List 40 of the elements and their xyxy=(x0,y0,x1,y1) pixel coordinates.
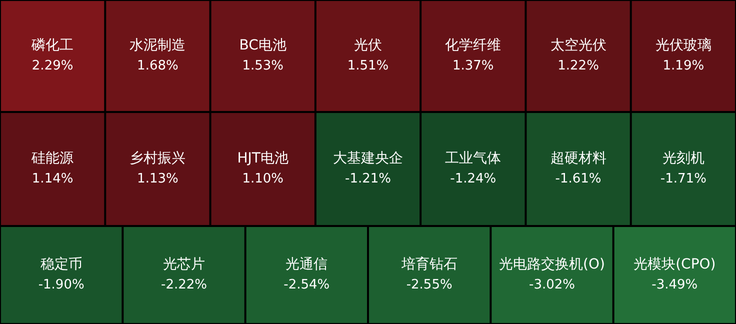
category-label: 稳定币 xyxy=(40,256,82,273)
data-label: 1.51% xyxy=(347,58,389,74)
data-label: 1.22% xyxy=(558,58,599,74)
data-label: -3.49% xyxy=(652,277,698,292)
category-label: HJT电池 xyxy=(237,150,288,167)
data-label: -3.02% xyxy=(529,277,575,292)
category-label: 大基建央企 xyxy=(333,150,403,167)
category-label: 光刻机 xyxy=(662,150,704,167)
category-label: 硅能源 xyxy=(30,150,74,167)
data-label: -1.24% xyxy=(450,171,496,186)
data-label: 1.13% xyxy=(137,171,178,186)
category-label: 乡村振兴 xyxy=(130,150,186,167)
category-label: 光芯片 xyxy=(163,256,205,273)
data-label: 1.10% xyxy=(242,171,284,186)
data-label: -2.55% xyxy=(406,277,452,292)
category-label: 光伏 xyxy=(354,38,382,54)
data-label: 1.19% xyxy=(662,58,704,74)
data-label: -1.61% xyxy=(555,171,602,186)
data-label: -1.90% xyxy=(38,277,84,292)
data-label: -1.71% xyxy=(660,171,706,186)
category-label: 光伏玻璃 xyxy=(655,38,712,54)
category-label: 磷化工 xyxy=(30,38,74,54)
data-label: 2.29% xyxy=(32,58,74,74)
category-label: 光电路交换机(O) xyxy=(499,256,605,273)
data-label: 1.37% xyxy=(452,58,494,74)
data-label: -1.21% xyxy=(345,171,391,186)
category-label: 太空光伏 xyxy=(550,38,606,54)
category-label: 培育钻石 xyxy=(400,256,458,273)
data-label: 1.53% xyxy=(242,58,284,74)
category-label: 化学纤维 xyxy=(445,38,502,54)
data-label: -2.54% xyxy=(284,277,330,292)
data-label: -2.22% xyxy=(161,277,207,292)
category-label: 工业气体 xyxy=(445,150,502,167)
data-label: 1.14% xyxy=(32,171,74,186)
category-label: 水泥制造 xyxy=(130,38,186,54)
data-label: 1.68% xyxy=(137,58,178,74)
category-label: 超硬材料 xyxy=(550,150,606,167)
category-label: BC电池 xyxy=(239,38,286,54)
category-label: 光模块(CPO) xyxy=(634,256,716,273)
category-label: 光通信 xyxy=(286,256,328,273)
